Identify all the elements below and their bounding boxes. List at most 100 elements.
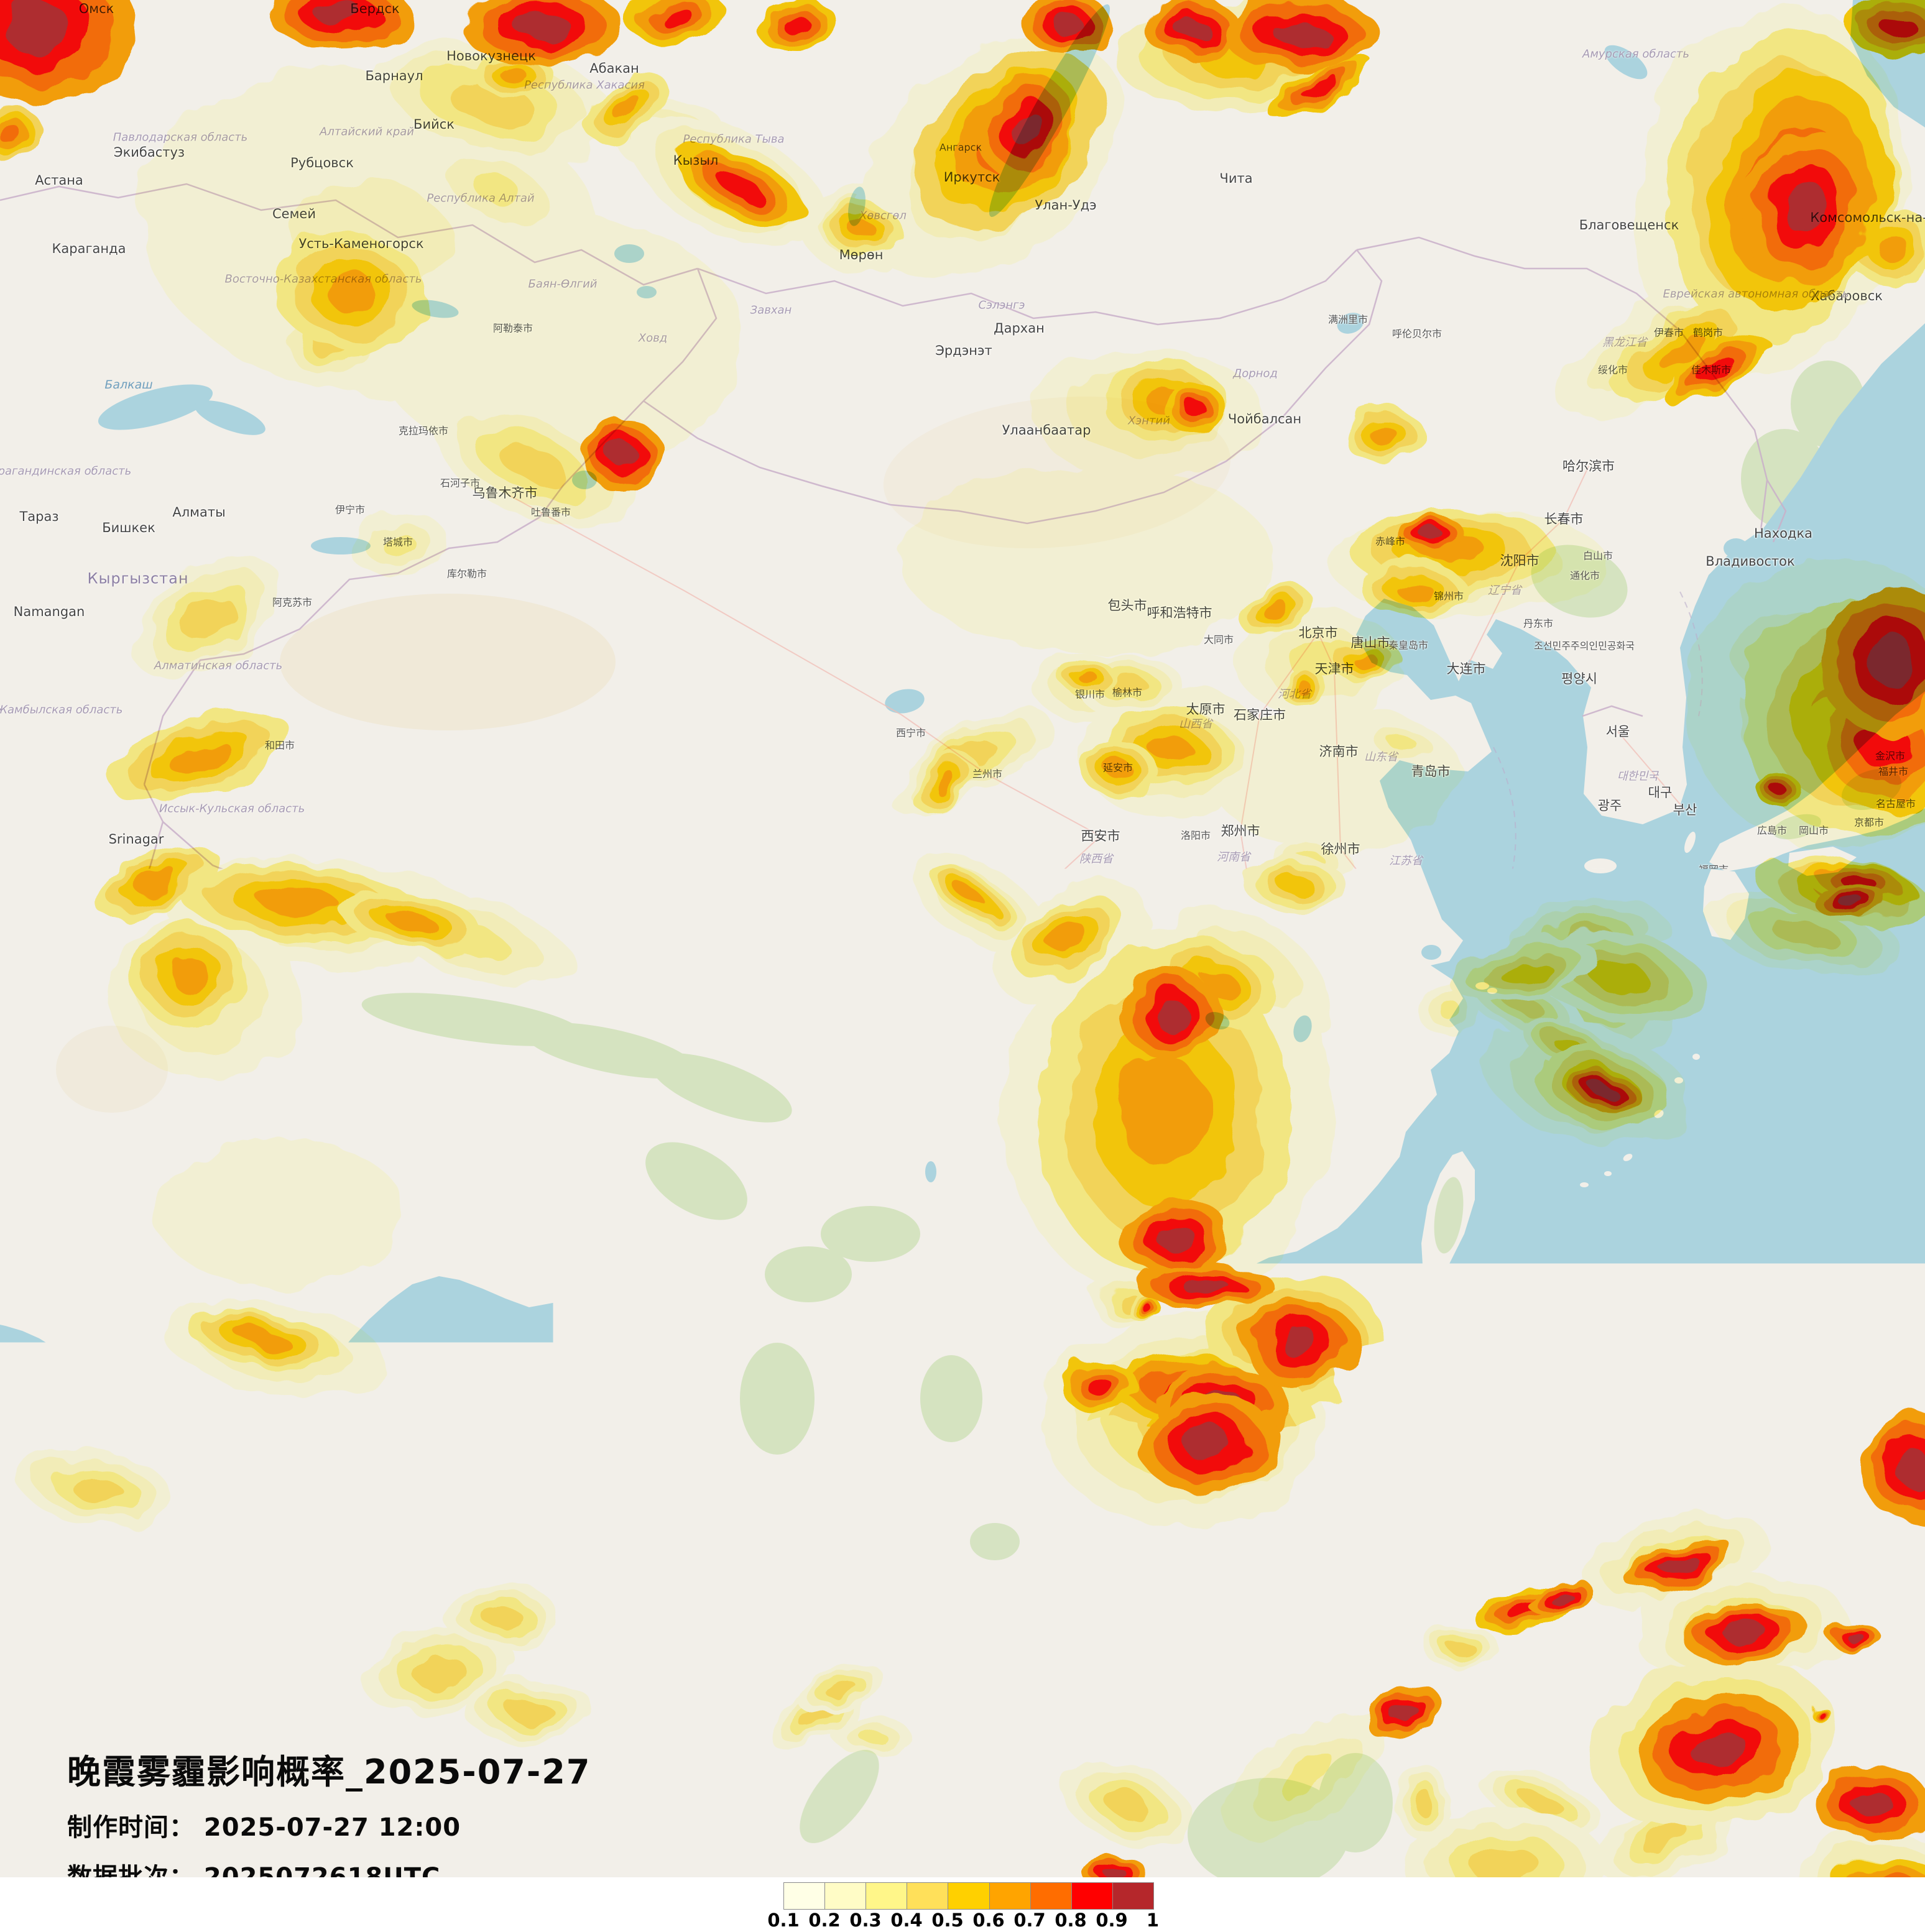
place-label: 通化市 — [1570, 571, 1600, 582]
legend-tick: 0.3 — [849, 1910, 881, 1931]
place-label: Cam Ranh — [1086, 1526, 1137, 1537]
place-label: 대한민국 — [1617, 771, 1658, 783]
place-label: 宜昌市 — [1156, 955, 1186, 965]
place-label: Pekanbaru — [836, 1850, 905, 1864]
place-label: 那覇市 — [1623, 1128, 1653, 1138]
place-label: 曲靖市 — [945, 1138, 975, 1148]
place-label: Singapore — [928, 1823, 994, 1836]
place-label: Sambalpur — [372, 1257, 427, 1267]
place-label: 防城港市 — [1056, 1273, 1096, 1284]
place-label: 温州市 — [1421, 1044, 1451, 1055]
place-label: 襄阳市 — [1181, 919, 1211, 930]
place-label: Kota Kinabalu — [1267, 1690, 1357, 1704]
place-label: 臺中市 — [1421, 1203, 1451, 1214]
place-label: Kuantan — [937, 1757, 991, 1770]
place-label: 四川省 — [912, 957, 945, 969]
place-label: Kochi — [166, 1586, 193, 1597]
place-label: 武汉市 — [1241, 950, 1280, 964]
place-label: 遵义市 — [1035, 1073, 1064, 1083]
place-label: Visakhapatnam — [329, 1350, 430, 1363]
place-label: 黑龙江省 — [1602, 338, 1647, 349]
place-label: 徐州市 — [1321, 842, 1360, 856]
place-label: Ховд — [639, 333, 667, 345]
place-label: 江苏省 — [1389, 856, 1423, 868]
place-label: 云南省 — [889, 1180, 922, 1192]
place-label: 柳州市 — [1107, 1190, 1137, 1200]
place-label: 江西省 — [1268, 1062, 1301, 1074]
place-label: 普洱市 — [826, 1233, 856, 1244]
place-label: Tarakan — [1349, 1773, 1387, 1783]
place-label: Караганда — [52, 242, 126, 255]
place-label: Абакан — [589, 62, 639, 75]
place-label: Hyderabad — [205, 1372, 277, 1386]
place-label: Brunei — [1244, 1736, 1296, 1752]
place-label: Kuala Terengganu — [882, 1720, 998, 1734]
place-label: 西昌市 — [902, 1056, 931, 1066]
place-label: Jalandhar — [129, 939, 190, 952]
place-label: 河南省 — [1217, 852, 1250, 864]
place-label: 景洪市 — [856, 1267, 886, 1278]
place-label: 塔城市 — [383, 538, 413, 548]
place-label: Singkawang — [1079, 1837, 1139, 1847]
color-legend — [783, 1882, 1154, 1910]
place-label: Vijayawada — [264, 1387, 338, 1401]
place-label: Тараз — [19, 510, 58, 523]
place-label: Hà Nội — [998, 1282, 1041, 1296]
place-label: Sandakan — [1345, 1706, 1394, 1717]
place-label: Tirupati — [249, 1473, 287, 1484]
place-label: 毕节市 — [988, 1090, 1018, 1101]
place-label: 达州市 — [1051, 953, 1081, 964]
legend-tick: 0.2 — [808, 1910, 840, 1931]
place-label: 泸州市 — [994, 1021, 1023, 1031]
place-label: Усть-Каменогорск — [298, 237, 423, 251]
legend-tick: 0.9 — [1096, 1910, 1127, 1931]
place-label: 梧州市 — [1163, 1205, 1193, 1216]
place-label: 福井市 — [1878, 767, 1908, 778]
place-label: Kuching — [1121, 1815, 1173, 1829]
place-label: Mysuru — [165, 1520, 213, 1534]
place-label: 伊春市 — [1654, 328, 1684, 339]
place-label: Bengaluru — [183, 1501, 251, 1514]
place-label: 昆明市 — [908, 1152, 947, 1166]
place-label: 哈尔滨市 — [1563, 459, 1615, 473]
place-label: Алтайский край — [320, 127, 414, 139]
place-label: Tawau — [1349, 1749, 1380, 1760]
place-label: កម្ពុជា — [963, 1512, 998, 1528]
place-label: 三明市 — [1316, 1116, 1346, 1127]
place-label: 荆州市 — [1188, 982, 1217, 992]
place-label: 평양시 — [1561, 672, 1597, 686]
place-label: Бийск — [413, 117, 455, 131]
place-label: Иркутск — [944, 170, 1000, 184]
place-label: 雅安市 — [923, 980, 953, 990]
place-label: Дархан — [994, 321, 1045, 335]
place-label: 名古屋市 — [1876, 799, 1916, 810]
place-label: Восточно-Казахстанская область — [225, 274, 422, 286]
place-label: 重庆市 — [1019, 995, 1058, 1009]
place-label: 绥化市 — [1598, 366, 1628, 376]
place-label: Borneo — [1232, 1858, 1272, 1870]
place-label: Amravati — [199, 1272, 244, 1283]
map-labels: Омск Бердск Новокузнецк Барнаул Бийск Рубцовс… — [0, 0, 1925, 1932]
place-label: 桂林市 — [1130, 1144, 1160, 1154]
place-label: Erode — [205, 1540, 234, 1550]
place-label: 青岛市 — [1411, 765, 1451, 778]
place-label: Pematang Siantar — [777, 1790, 866, 1801]
place-label: Butuan — [1550, 1617, 1586, 1627]
legend-tick: 0.1 — [767, 1910, 799, 1931]
place-label: 광주 — [1598, 799, 1622, 812]
place-label: Guwahati — [597, 1101, 659, 1115]
place-label: Hà Tĩnh — [999, 1335, 1037, 1345]
place-label: Экибастуз — [114, 145, 185, 159]
place-label: 益阳市 — [1176, 1037, 1206, 1048]
place-label: Namangan — [14, 605, 85, 619]
place-label: 怀化市 — [1122, 1082, 1152, 1093]
place-label: 山西省 — [1179, 719, 1212, 731]
place-label: 阿勒泰市 — [493, 324, 533, 334]
place-label: Puerto Princesa — [1345, 1589, 1422, 1600]
place-label: 贵阳市 — [1025, 1113, 1064, 1127]
place-label: 康定市 — [893, 980, 923, 990]
place-label: Cần Thơ — [989, 1590, 1043, 1604]
place-label: Nagpur — [237, 1253, 285, 1266]
place-label: Aurangabad — [110, 1284, 190, 1298]
map-canvas[interactable]: Омск Бердск Новокузнецк Барнаул Бийск Рубцовс… — [0, 0, 1925, 1932]
